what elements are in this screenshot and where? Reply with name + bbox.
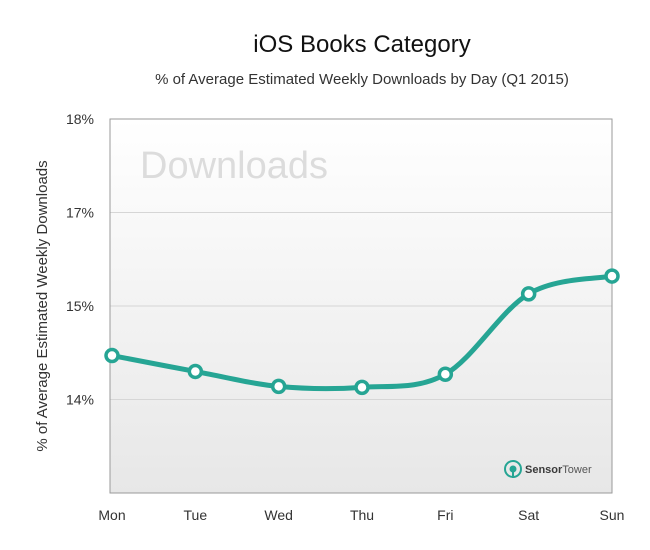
x-axis-ticks: Mon Tue Wed Thu Fri Sat Sun <box>98 507 624 523</box>
x-tick-label: Fri <box>437 507 453 523</box>
y-tick-label: 18% <box>66 111 94 127</box>
data-point-thu <box>354 379 370 396</box>
data-point-tue <box>187 363 204 380</box>
y-axis-label: % of Average Estimated Weekly Downloads <box>34 160 51 451</box>
data-point-fri <box>437 366 454 383</box>
y-axis-ticks: 18% 17% 15% 14% <box>66 111 94 408</box>
x-tick-label: Tue <box>184 507 208 523</box>
gridlines <box>110 212 612 400</box>
chart-title: iOS Books Category <box>253 31 470 58</box>
sensortower-wordmark: SensorTower <box>525 464 592 476</box>
series-points <box>104 268 620 396</box>
x-tick-label: Sat <box>518 507 539 523</box>
y-tick-label: 14% <box>66 392 94 408</box>
data-point-sun <box>604 268 620 284</box>
y-tick-label: 17% <box>66 205 94 221</box>
plot-border <box>109 118 613 494</box>
y-tick-label: 15% <box>66 298 94 314</box>
brand-part1: Sensor <box>525 464 563 476</box>
brand-part2: Tower <box>562 464 592 476</box>
data-point-wed <box>270 378 287 395</box>
data-point-sat <box>520 286 537 302</box>
sensortower-logo: SensorTower <box>504 460 592 478</box>
x-tick-label: Mon <box>98 507 125 523</box>
chart-subtitle: % of Average Estimated Weekly Downloads … <box>155 71 569 88</box>
watermark-text: Downloads <box>140 145 328 187</box>
x-tick-label: Sun <box>600 507 625 523</box>
x-tick-label: Wed <box>264 507 293 523</box>
data-point-mon <box>104 347 120 364</box>
x-tick-label: Thu <box>350 507 374 523</box>
